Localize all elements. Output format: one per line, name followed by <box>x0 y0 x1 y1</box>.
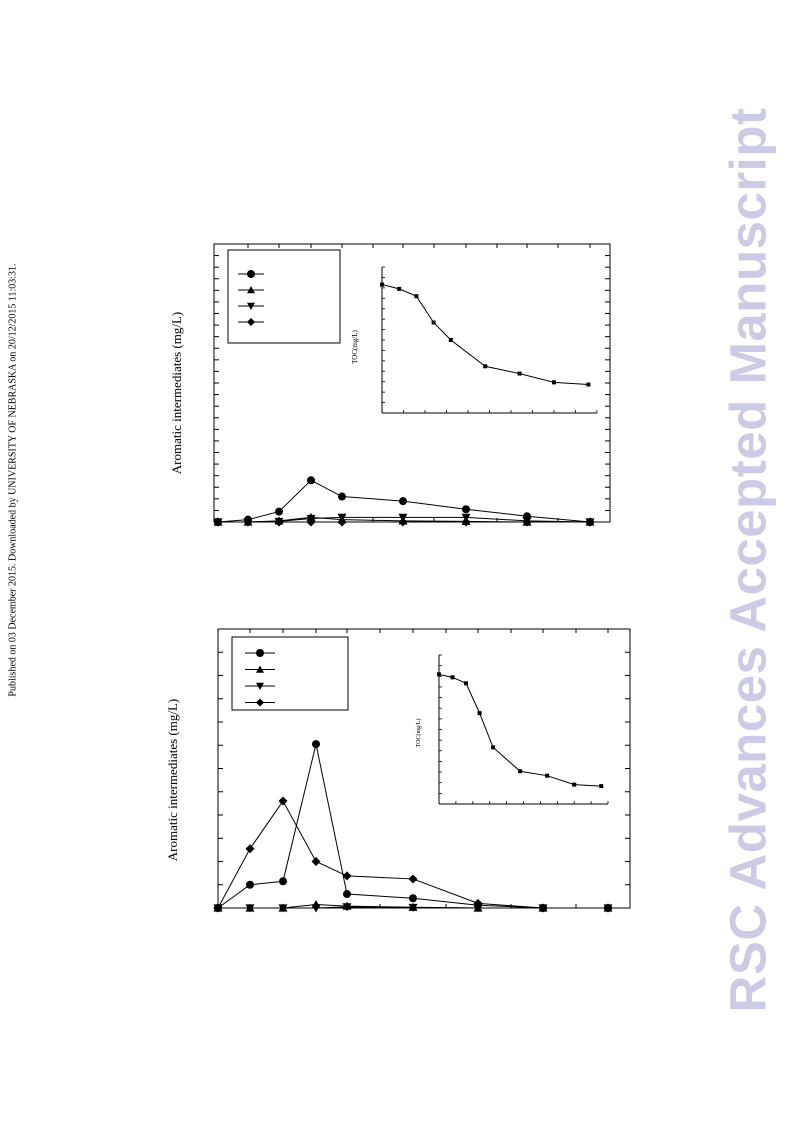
data-point-series-3 <box>245 904 255 913</box>
data-point-series-4 <box>278 796 288 806</box>
inset-data-point <box>572 782 577 787</box>
data-point-series-3 <box>408 903 418 913</box>
inset-data-point <box>450 675 455 680</box>
inset-chart <box>380 266 598 414</box>
inset-data-point <box>477 711 482 716</box>
y-axis-label: Aromatic intermediates (mg/L) <box>169 312 184 474</box>
legend-marker-1 <box>247 270 255 278</box>
inset-line <box>381 284 589 386</box>
legend <box>245 649 275 707</box>
chart-panel-1: Aromatic intermediates (mg/L) TOC(mg/L) <box>169 243 611 527</box>
data-point-series-4 <box>603 903 613 913</box>
data-point-series-1 <box>246 880 254 889</box>
inset-data-point <box>380 282 384 287</box>
data-point-series-1 <box>399 497 407 506</box>
legend-box <box>231 636 349 711</box>
inset-data-point <box>518 769 523 774</box>
data-point-series-4 <box>522 517 532 527</box>
inset-y-label: TOC(mg/L) <box>351 329 359 363</box>
data-point-series-4 <box>473 898 483 908</box>
data-point-series-4 <box>585 517 595 527</box>
inset-data-point <box>552 380 556 385</box>
inset-data-point <box>483 364 488 369</box>
legend <box>238 270 264 326</box>
legend-marker-2 <box>247 286 255 294</box>
data-point-series-1 <box>462 505 470 514</box>
data-point-series-4 <box>461 517 471 527</box>
data-point-series-3 <box>473 904 483 913</box>
data-point-series-1 <box>307 476 315 485</box>
data-point-series-4 <box>408 874 418 884</box>
data-point-series-4 <box>213 903 223 913</box>
inset-chart <box>437 654 609 805</box>
data-point-series-4 <box>337 517 347 527</box>
inset-data-point <box>431 320 436 325</box>
legend-box <box>227 249 341 344</box>
data-point-series-1 <box>343 890 351 899</box>
chart-panel-2: Aromatic intermediates (mg/L) TOC(mg/L) <box>165 628 631 913</box>
data-point-series-4 <box>538 903 548 913</box>
data-point-series-4 <box>245 844 255 854</box>
inset-data-point <box>448 338 453 342</box>
inset-data-point <box>599 784 604 789</box>
data-point-series-4 <box>213 517 223 527</box>
data-point-series-1 <box>312 740 320 749</box>
data-point-series-1 <box>279 877 287 886</box>
watermark: RSC Advances Accepted Manuscript <box>719 107 777 1013</box>
data-point-series-4 <box>342 871 352 881</box>
inset-data-point <box>491 745 496 750</box>
inset-data-point <box>586 382 591 387</box>
publication-note: Published on 03 December 2015. Downloade… <box>7 263 19 697</box>
inset-data-point <box>464 681 469 686</box>
legend-marker-2 <box>256 665 264 673</box>
series-group <box>213 476 595 527</box>
legend-marker-4 <box>256 698 264 707</box>
data-point-series-4 <box>243 517 253 527</box>
legend-marker-3 <box>256 682 264 690</box>
legend-marker-4 <box>247 318 255 326</box>
legend-marker-1 <box>256 649 264 657</box>
series-line-4 <box>217 800 608 909</box>
data-point-series-1 <box>275 507 283 516</box>
data-point-series-4 <box>311 857 321 866</box>
data-point-series-1 <box>338 492 346 501</box>
inset-data-point <box>517 371 522 376</box>
inset-data-point <box>437 672 441 677</box>
series-group <box>213 740 613 913</box>
data-point-series-3 <box>311 904 321 913</box>
data-point-series-4 <box>398 517 408 527</box>
axis-ticks <box>214 244 610 522</box>
data-point-series-4 <box>306 517 316 527</box>
y-axis-label: Aromatic intermediates (mg/L) <box>165 699 180 861</box>
legend-marker-3 <box>247 302 255 310</box>
data-point-series-3 <box>342 903 352 912</box>
inset-data-point <box>414 294 419 299</box>
data-point-series-1 <box>409 894 417 903</box>
inset-y-label: TOC(mg/L) <box>415 719 422 748</box>
data-point-series-4 <box>274 517 284 527</box>
data-point-series-3 <box>278 904 288 913</box>
inset-data-point <box>397 286 402 291</box>
inset-data-point <box>545 773 550 778</box>
